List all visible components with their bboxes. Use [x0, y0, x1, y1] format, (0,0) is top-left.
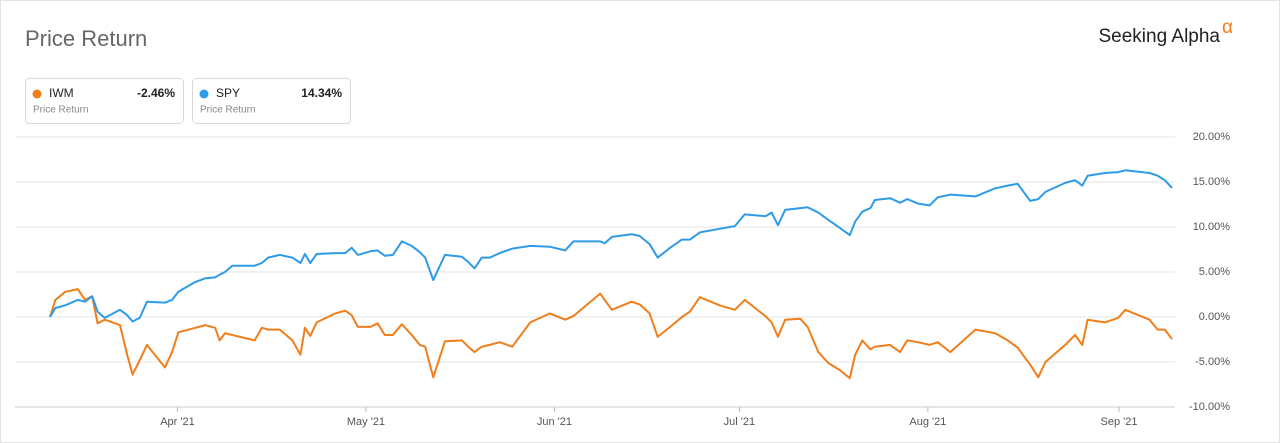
legend-card — [25, 78, 184, 124]
legend-subtitle: Price Return — [33, 105, 89, 116]
y-tick-label: 10.00% — [1193, 221, 1231, 233]
chart-title: Price Return — [25, 26, 147, 51]
legend-swatch — [199, 89, 209, 99]
y-tick-label: -5.00% — [1195, 356, 1230, 368]
legend-subtitle: Price Return — [200, 105, 256, 116]
x-tick-label: May '21 — [347, 416, 385, 428]
y-tick-label: 0.00% — [1199, 311, 1230, 323]
legend-name: SPY — [216, 86, 240, 100]
legend-name: IWM — [49, 86, 74, 100]
brand: Seeking Alpha — [1099, 26, 1221, 47]
y-tick-label: -10.00% — [1189, 401, 1230, 413]
series-line — [49, 288, 1173, 380]
x-tick-label: Jun '21 — [537, 416, 572, 428]
y-tick-label: 20.00% — [1193, 131, 1231, 143]
y-tick-label: 15.00% — [1193, 176, 1231, 188]
plot: 20.00% 15.00% 10.00% 5.00% 0.00% -5.00% -10.00… — [15, 131, 1230, 428]
legend: IWM -2.46% Price Return SPY 14.34% Price Retu… — [25, 78, 351, 124]
x-tick-label: Jul '21 — [724, 416, 755, 428]
legend-card — [192, 78, 351, 124]
brand-mark: α — [1222, 17, 1233, 38]
legend-item[interactable]: IWM -2.46% Price Return — [25, 78, 184, 124]
x-tick-label: Sep '21 — [1101, 416, 1138, 428]
x-tick-label: Aug '21 — [909, 416, 946, 428]
legend-swatch — [32, 89, 42, 99]
y-tick-label: 5.00% — [1199, 266, 1230, 278]
x-tick-label: Apr '21 — [160, 416, 195, 428]
series-line — [49, 169, 1173, 323]
legend-value: -2.46% — [137, 86, 175, 100]
legend-item[interactable]: SPY 14.34% Price Return — [192, 78, 351, 124]
legend-value: 14.34% — [301, 86, 342, 100]
